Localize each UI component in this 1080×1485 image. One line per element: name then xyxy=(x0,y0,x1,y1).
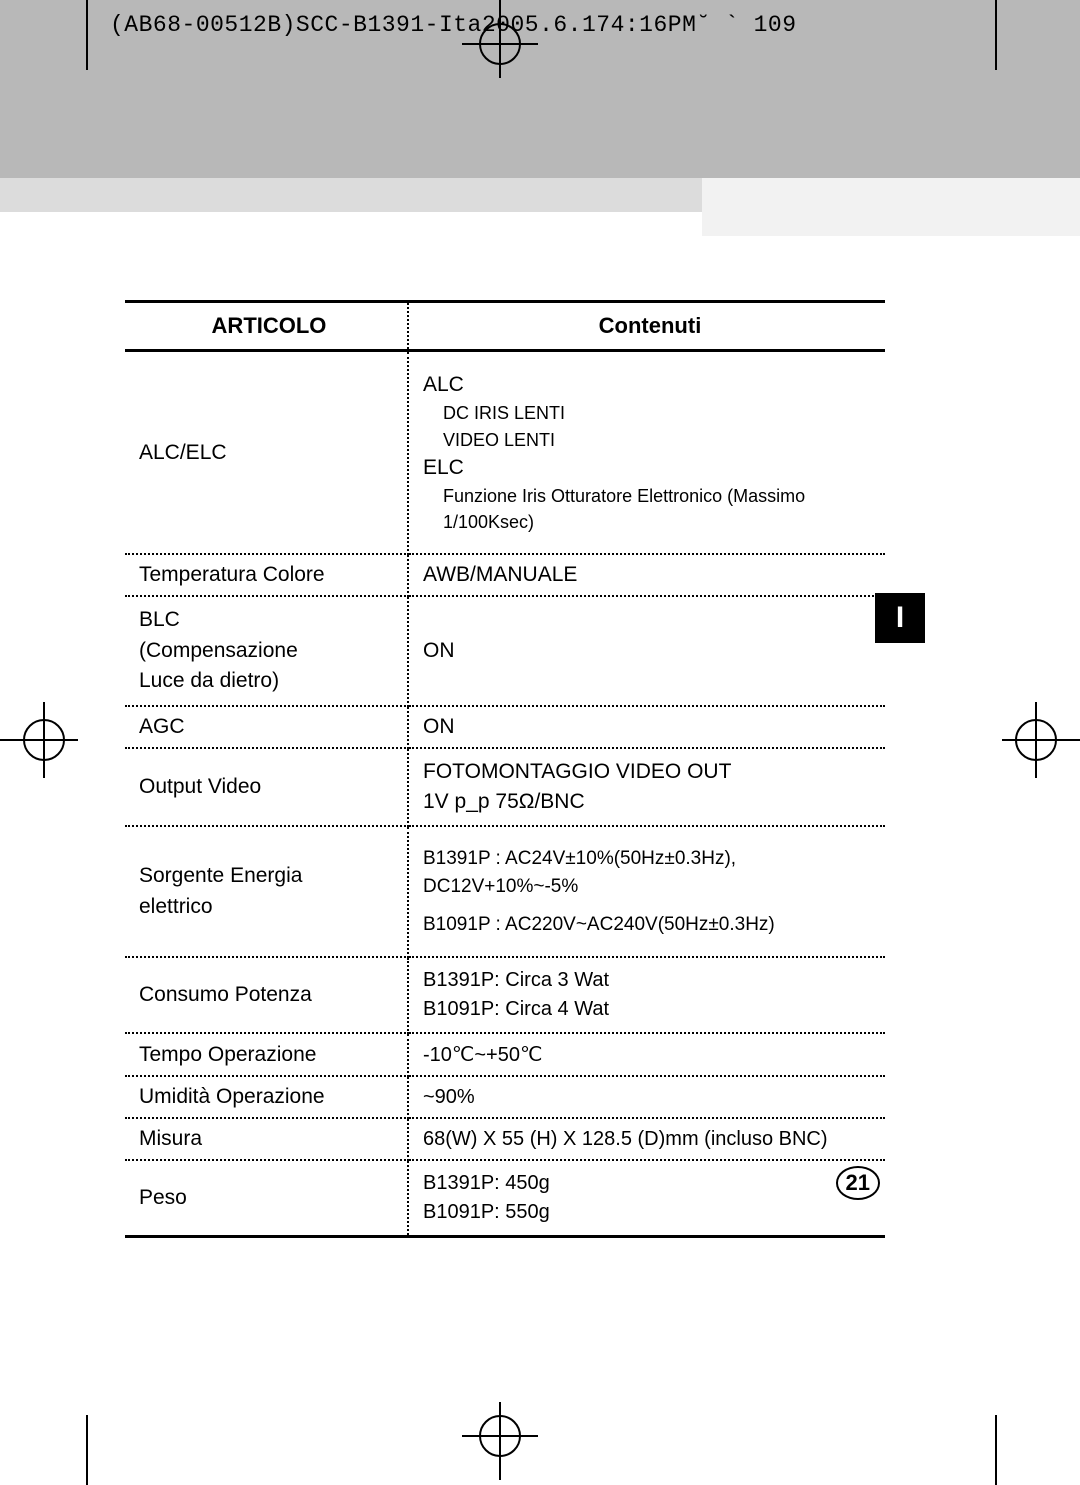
cell-contenuti: 68(W) X 55 (H) X 128.5 (D)mm (incluso BN… xyxy=(408,1118,885,1160)
content-line: ALC xyxy=(423,370,875,400)
table-row: Sorgente Energia elettrico B1391P : AC24… xyxy=(125,826,885,957)
cell-articolo: Consumo Potenza xyxy=(125,957,408,1033)
cell-contenuti: AWB/MANUALE xyxy=(408,554,885,596)
spec-table: ARTICOLO Contenuti ALC/ELC ALC DC IRIS L… xyxy=(125,300,885,1238)
content-line: Sorgente Energia xyxy=(139,864,302,887)
table-row: Tempo Operazione -10℃~+50℃ xyxy=(125,1033,885,1076)
language-tab-label: I xyxy=(896,601,904,635)
cell-contenuti: B1391P: Circa 3 Wat B1091P: Circa 4 Wat xyxy=(408,957,885,1033)
table-row: Output Video FOTOMONTAGGIO VIDEO OUT 1V … xyxy=(125,748,885,827)
cell-articolo: Peso xyxy=(125,1160,408,1237)
cell-contenuti: FOTOMONTAGGIO VIDEO OUT 1V p_p 75Ω/BNC xyxy=(408,748,885,827)
table-row: Umidità Operazione ~90% xyxy=(125,1076,885,1118)
content-line: B1091P: Circa 4 Wat xyxy=(423,995,875,1024)
table-row: Temperatura Colore AWB/MANUALE xyxy=(125,554,885,596)
header-band-light xyxy=(0,178,1080,212)
registration-mark-bottom xyxy=(460,1400,540,1485)
cell-contenuti: ON xyxy=(408,706,885,748)
cell-contenuti: B1391P : AC24V±10%(50Hz±0.3Hz), DC12V+10… xyxy=(408,826,885,957)
table-row: Consumo Potenza B1391P: Circa 3 Wat B109… xyxy=(125,957,885,1033)
registration-mark-top xyxy=(460,0,540,85)
registration-mark-right xyxy=(1000,700,1080,785)
content-line: FOTOMONTAGGIO VIDEO OUT xyxy=(423,757,875,787)
table-row: Peso B1391P: 450g B1091P: 550g xyxy=(125,1160,885,1237)
content-line: B1091P : AC220V~AC240V(50Hz±0.3Hz) xyxy=(423,911,875,939)
cell-articolo: Sorgente Energia elettrico xyxy=(125,826,408,957)
table-header-row: ARTICOLO Contenuti xyxy=(125,302,885,351)
crop-line-bottom-left xyxy=(85,1415,89,1485)
header-contenuti: Contenuti xyxy=(408,302,885,351)
registration-mark-left xyxy=(0,700,80,785)
crop-line-top-right xyxy=(994,0,998,70)
cell-articolo: AGC xyxy=(125,706,408,748)
header-tab-light xyxy=(702,178,1080,236)
cell-contenuti: ON xyxy=(408,596,885,705)
crop-line-top-left xyxy=(85,0,89,70)
cell-articolo: Umidità Operazione xyxy=(125,1076,408,1118)
header-articolo: ARTICOLO xyxy=(125,302,408,351)
content-line: B1091P: 550g xyxy=(423,1198,875,1227)
content-line: VIDEO LENTI xyxy=(423,427,555,453)
cell-contenuti: ALC DC IRIS LENTI VIDEO LENTI ELC Funzio… xyxy=(408,351,885,555)
cell-contenuti: -10℃~+50℃ xyxy=(408,1033,885,1076)
table-row: AGC ON xyxy=(125,706,885,748)
content-line: elettrico xyxy=(139,895,213,918)
content-line: B1391P: 450g xyxy=(423,1169,875,1198)
crop-line-bottom-right xyxy=(994,1415,998,1485)
print-header-id: (AB68-00512B)SCC-B1391-Ita2005.6.174:16P… xyxy=(110,12,797,38)
content-line: Funzione Iris Otturatore Elettronico (Ma… xyxy=(423,483,875,535)
content-line: ELC xyxy=(423,453,875,483)
cell-articolo: Tempo Operazione xyxy=(125,1033,408,1076)
table-row: ALC/ELC ALC DC IRIS LENTI VIDEO LENTI EL… xyxy=(125,351,885,555)
content-line: B1391P: Circa 3 Wat xyxy=(423,966,875,995)
table-row: BLC (Compensazione Luce da dietro) ON xyxy=(125,596,885,705)
cell-contenuti: ~90% xyxy=(408,1076,885,1118)
content-line: Luce da dietro) xyxy=(139,669,279,692)
content-line: DC IRIS LENTI xyxy=(423,400,565,426)
cell-articolo: Temperatura Colore xyxy=(125,554,408,596)
table-row: Misura 68(W) X 55 (H) X 128.5 (D)mm (inc… xyxy=(125,1118,885,1160)
cell-articolo: Output Video xyxy=(125,748,408,827)
content-line: 1V p_p 75Ω/BNC xyxy=(423,787,875,817)
cell-articolo: ALC/ELC xyxy=(125,351,408,555)
content-line: B1391P : AC24V±10%(50Hz±0.3Hz), DC12V+10… xyxy=(423,845,875,900)
content-line: (Compensazione xyxy=(139,639,298,662)
cell-articolo: Misura xyxy=(125,1118,408,1160)
content-line: BLC xyxy=(139,608,180,631)
cell-articolo: BLC (Compensazione Luce da dietro) xyxy=(125,596,408,705)
cell-contenuti: B1391P: 450g B1091P: 550g xyxy=(408,1160,885,1237)
